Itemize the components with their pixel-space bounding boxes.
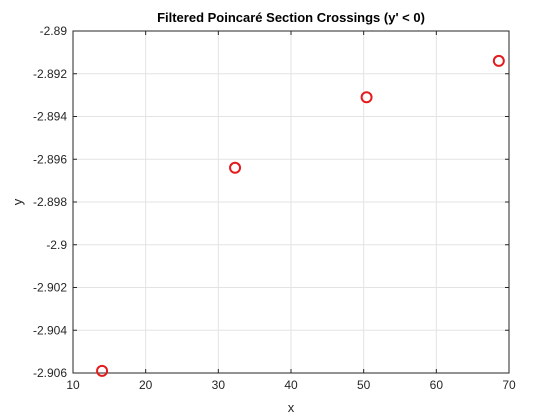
y-tick-labels: -2.906 -2.904 -2.902 -2.9 -2.898 -2.896 -2.894… (33, 24, 67, 380)
y-tick-label: -2.894 (33, 110, 67, 124)
data-point-marker (360, 91, 373, 104)
x-tick-label: 60 (430, 378, 444, 392)
y-tick-label: -2.9 (46, 238, 67, 252)
data-point-marker (492, 54, 505, 67)
x-tick-label: 40 (284, 378, 298, 392)
y-tick-label: -2.902 (33, 281, 67, 295)
y-tick-label: -2.898 (33, 195, 67, 209)
data-point-marker (229, 161, 242, 174)
x-tick-label: 10 (66, 378, 80, 392)
y-tick-label: -2.896 (33, 152, 67, 166)
x-tick-label: 20 (139, 378, 153, 392)
data-point-marker (96, 364, 109, 377)
x-tick-label: 30 (212, 378, 226, 392)
y-tick-label: -2.906 (33, 366, 67, 380)
x-tick-label: 70 (502, 378, 516, 392)
y-tick-label: -2.892 (33, 67, 67, 81)
x-axis-label: x (288, 400, 295, 415)
y-tick-label: -2.904 (33, 323, 67, 337)
data-points (96, 54, 505, 377)
x-tick-labels: 10 20 30 40 50 60 70 (66, 378, 516, 392)
y-axis-label: y (10, 198, 25, 205)
x-tick-label: 50 (357, 378, 371, 392)
y-tick-label: -2.89 (40, 24, 68, 38)
chart-title: Filtered Poincaré Section Crossings (y' … (157, 10, 425, 25)
plot-frame (72, 30, 510, 374)
